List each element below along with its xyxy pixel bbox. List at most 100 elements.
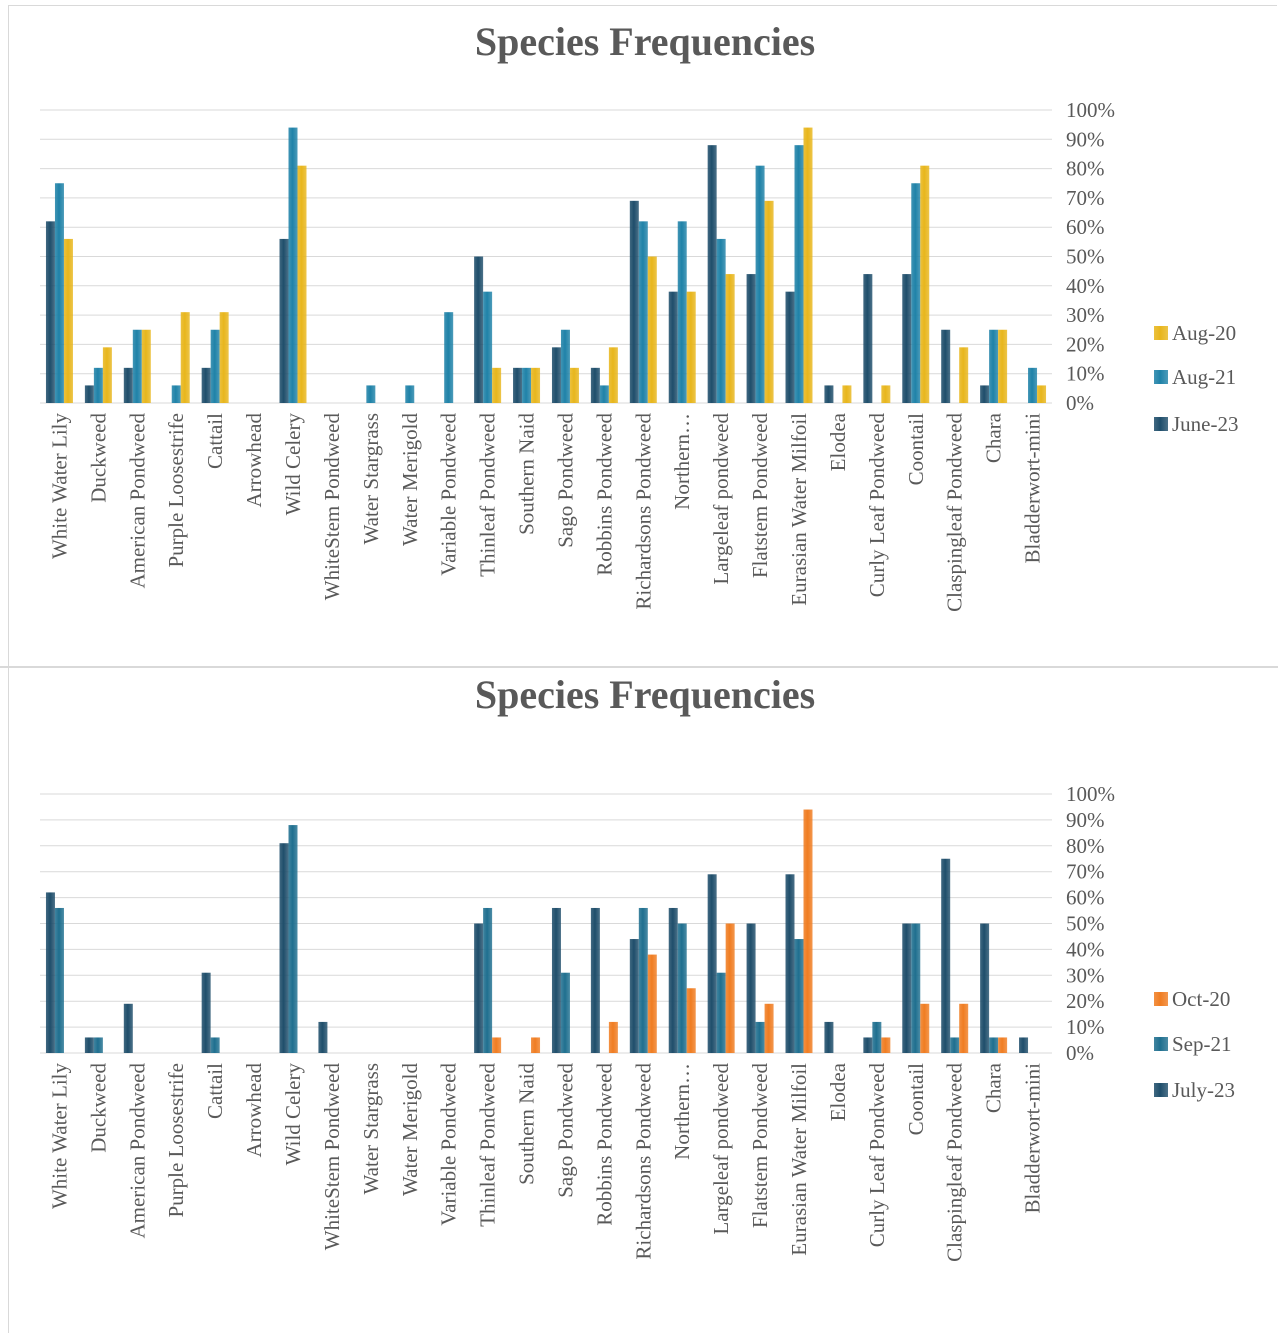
bar-june-23-21 (863, 274, 873, 403)
bar-aug-21-3 (171, 385, 181, 403)
y-tick-label: 10% (1066, 1015, 1105, 1039)
y-tick-label: 50% (1066, 245, 1105, 269)
bar-aug-21-1 (93, 367, 103, 403)
y-tick-label: 60% (1066, 215, 1105, 239)
bar-june-23-0 (45, 221, 55, 403)
category-label: Wild Celery (281, 413, 305, 516)
bar-july-23-16 (668, 907, 678, 1053)
legend-label: Aug-20 (1172, 321, 1236, 345)
legend-swatch (1154, 326, 1168, 340)
bar-aug-20-17 (725, 274, 735, 403)
y-tick-label: 90% (1066, 127, 1105, 151)
category-label: Arrowhead (242, 413, 266, 508)
category-label: Water Stargrass (359, 413, 383, 544)
bar-sep-21-13 (560, 972, 570, 1053)
bar-oct-20-23 (959, 1003, 969, 1053)
bar-aug-21-22 (911, 183, 921, 403)
category-label: White Water Lily (47, 1063, 71, 1210)
chart-title: Species Frequencies (475, 672, 815, 717)
bar-aug-20-18 (764, 200, 774, 403)
category-label: Flatstem Pondweed (748, 413, 772, 579)
bar-aug-20-12 (531, 367, 541, 403)
legend-swatch (1154, 1083, 1168, 1097)
bar-july-23-19 (785, 874, 795, 1053)
category-label: Eurasian Water Milfoil (787, 413, 811, 606)
bar-june-23-17 (707, 145, 717, 403)
bar-sep-21-11 (483, 907, 493, 1053)
bar-aug-21-12 (522, 367, 532, 403)
category-label: Sago Pondweed (553, 1063, 577, 1198)
bar-aug-20-6 (297, 165, 307, 403)
bar-july-23-11 (474, 923, 484, 1053)
bar-oct-20-17 (725, 923, 735, 1053)
y-tick-label: 90% (1066, 808, 1105, 832)
category-label: Elodea (826, 1062, 850, 1121)
bar-oct-20-14 (608, 1021, 618, 1053)
category-label: Chara (982, 412, 1006, 463)
bar-aug-21-11 (483, 291, 493, 403)
bar-oct-20-21 (881, 1037, 891, 1053)
legend-label: July-23 (1172, 1078, 1235, 1102)
bar-july-23-14 (590, 907, 600, 1053)
category-label: Coontail (904, 413, 928, 485)
category-label: Duckweed (86, 1063, 110, 1153)
legend-swatch (1154, 992, 1168, 1006)
category-label: Largeleaf pondweed (709, 1063, 733, 1235)
bar-aug-21-8 (366, 385, 376, 403)
category-label: Claspingleaf Pondweed (943, 1063, 967, 1262)
category-label: Sago Pondweed (553, 413, 577, 548)
bar-sep-21-4 (210, 1037, 220, 1053)
y-tick-label: 0% (1066, 1041, 1094, 1065)
bar-july-23-17 (707, 874, 717, 1053)
bar-aug-20-11 (492, 367, 502, 403)
y-tick-label: 30% (1066, 303, 1105, 327)
y-tick-label: 50% (1066, 912, 1105, 936)
bar-aug-20-13 (569, 367, 579, 403)
bar-aug-20-24 (998, 329, 1008, 403)
category-label: Eurasian Water Milfoil (787, 1063, 811, 1256)
bar-aug-21-19 (794, 145, 804, 403)
bar-aug-21-14 (599, 385, 609, 403)
bar-aug-21-15 (638, 221, 648, 403)
bar-sep-21-1 (93, 1037, 103, 1053)
bar-sep-21-24 (989, 1037, 999, 1053)
bar-aug-21-4 (210, 329, 220, 403)
bar-sep-21-15 (638, 907, 648, 1053)
legend-label: Aug-21 (1172, 365, 1236, 389)
bar-aug-21-25 (1028, 367, 1038, 403)
category-label: Northern… (670, 1063, 694, 1160)
bar-aug-20-23 (959, 347, 969, 403)
category-label: Duckweed (86, 413, 110, 503)
y-tick-label: 40% (1066, 937, 1105, 961)
category-label: Arrowhead (242, 1063, 266, 1158)
category-label: Wild Celery (281, 1063, 305, 1166)
bar-oct-20-24 (998, 1037, 1008, 1053)
y-tick-label: 80% (1066, 834, 1105, 858)
category-label: Flatstem Pondweed (748, 1063, 772, 1229)
bar-aug-20-20 (842, 385, 852, 403)
bar-july-23-22 (902, 923, 912, 1053)
bar-july-23-7 (318, 1021, 328, 1053)
legend-label: June-23 (1172, 412, 1239, 436)
bar-sep-21-18 (755, 1021, 765, 1053)
bar-aug-21-16 (677, 221, 687, 403)
bar-june-23-20 (824, 385, 834, 403)
category-label: Cattail (203, 413, 227, 469)
bar-june-23-12 (513, 367, 523, 403)
legend-swatch (1154, 417, 1168, 431)
bar-aug-20-14 (608, 347, 618, 403)
chart-panel-bottom: Species Frequencies 0% 10% 20% 30% 40% 50% 60% 7… (0, 668, 1278, 1334)
bar-aug-20-16 (686, 291, 696, 403)
y-tick-label: 40% (1066, 274, 1105, 298)
y-tick-label: 20% (1066, 332, 1105, 356)
bar-june-23-23 (941, 329, 951, 403)
bar-aug-21-6 (288, 127, 298, 403)
category-label: Bladderwort-mini (1021, 1063, 1045, 1214)
species-frequencies-chart-top: Species Frequencies 0% 10% 20% 30% 40% 50% 60% 7… (40, 19, 1239, 612)
category-label: Coontail (904, 1063, 928, 1135)
bar-aug-20-19 (803, 127, 813, 403)
category-label: American Pondweed (125, 413, 149, 589)
bar-july-23-4 (201, 972, 211, 1053)
category-label: WhiteStem Pondweed (320, 1063, 344, 1251)
category-label: Variable Pondweed (437, 1063, 461, 1226)
